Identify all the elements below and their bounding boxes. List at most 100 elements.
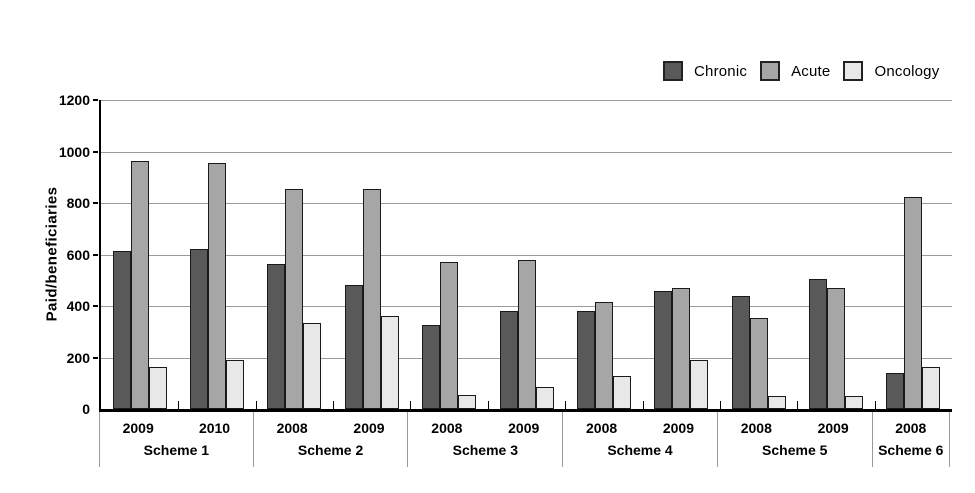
y-tick-mark-400 xyxy=(93,305,98,307)
scheme-cell-4: 2008 2009 Scheme 4 xyxy=(563,412,718,467)
legend-label-chronic: Chronic xyxy=(694,62,748,80)
bar-chronic-scheme1-2010 xyxy=(190,249,209,409)
scheme-cell-3: 2008 2009 Scheme 3 xyxy=(408,412,564,467)
bar-oncology-scheme4-2009 xyxy=(690,360,709,409)
bar-chronic-scheme6-2008 xyxy=(886,372,905,409)
bar-oncology-scheme6-2008 xyxy=(922,366,941,409)
legend-item-chronic: Chronic xyxy=(663,61,747,81)
scheme-cell-1: 2009 2010 Scheme 1 xyxy=(99,412,254,467)
y-tick-label-600: 600 xyxy=(66,246,90,263)
y-tick-label-400: 400 xyxy=(66,298,90,314)
y-tick-mark-600 xyxy=(93,253,98,256)
legend-item-oncology: Oncology xyxy=(843,61,939,81)
legend-label-oncology: Oncology xyxy=(874,62,940,80)
legend-swatch-chronic xyxy=(663,61,683,81)
year-label-2009: 2009 xyxy=(662,420,695,436)
year-label-2008: 2008 xyxy=(740,420,772,436)
bar-acute-scheme5-2009 xyxy=(826,287,845,409)
year-label-2008: 2008 xyxy=(431,420,463,436)
year-label-2009: 2009 xyxy=(353,420,385,436)
bar-acute-scheme3-2009 xyxy=(517,259,536,409)
legend-label-acute: Acute xyxy=(791,62,831,80)
bar-chronic-scheme5-2009 xyxy=(808,278,827,409)
year-label-2009: 2009 xyxy=(508,420,540,436)
year-label-2008: 2008 xyxy=(276,420,308,436)
legend-swatch-acute xyxy=(760,61,781,81)
year-row: 2008 2009 xyxy=(408,420,562,436)
scheme-name-label: Scheme 6 xyxy=(878,442,944,458)
year-row: 2008 2009 xyxy=(254,420,408,436)
y-tick-label-1000: 1000 xyxy=(58,143,90,160)
bar-chronic-scheme2-2008 xyxy=(267,263,286,409)
gridline-800 xyxy=(101,203,952,204)
scheme-name-label: Scheme 5 xyxy=(762,442,828,458)
x-cell-tick xyxy=(333,401,335,409)
y-tick-label-0: 0 xyxy=(82,401,90,417)
bar-chronic-scheme5-2008 xyxy=(731,295,750,409)
year-label-2008: 2008 xyxy=(895,420,927,436)
x-cell-tick xyxy=(719,401,721,409)
y-tick-label-800: 800 xyxy=(66,195,90,211)
bar-acute-scheme2-2009 xyxy=(362,188,381,409)
bar-chronic-scheme4-2008 xyxy=(576,311,595,409)
gridline-1000 xyxy=(101,151,952,153)
legend-item-acute: Acute xyxy=(760,61,830,81)
bar-chronic-scheme3-2009 xyxy=(499,311,518,409)
bar-chronic-scheme4-2009 xyxy=(654,290,673,409)
x-cell-tick xyxy=(255,401,257,409)
scheme-cell-6: 2008 Scheme 6 xyxy=(873,412,950,467)
gridline-600 xyxy=(101,254,952,256)
plot-area xyxy=(99,100,952,412)
bar-chronic-scheme1-2009 xyxy=(112,250,131,409)
legend: Chronic Acute Oncology xyxy=(663,61,939,81)
y-tick-mark-800 xyxy=(93,202,98,204)
x-cell-tick xyxy=(178,401,180,409)
bar-oncology-scheme5-2009 xyxy=(844,396,863,409)
year-row: 2009 2010 xyxy=(100,420,253,436)
x-cell-tick xyxy=(797,401,799,409)
y-tick-label-1200: 1200 xyxy=(58,92,90,108)
y-tick-mark-200 xyxy=(93,356,98,359)
bar-oncology-scheme2-2009 xyxy=(380,316,399,409)
year-label-2008: 2008 xyxy=(586,420,618,436)
year-label-2009: 2009 xyxy=(122,420,154,436)
scheme-name-label: Scheme 1 xyxy=(143,442,210,458)
bar-oncology-scheme1-2010 xyxy=(226,360,245,409)
bar-acute-scheme1-2010 xyxy=(208,163,227,409)
bar-oncology-scheme5-2008 xyxy=(767,396,786,409)
x-axis-category-labels: 2009 2010 Scheme 1 2008 2009 Scheme 2 2008 2009… xyxy=(99,412,950,467)
year-row: 2008 2009 xyxy=(563,420,717,436)
y-tick-label-200: 200 xyxy=(66,349,90,366)
bar-acute-scheme5-2008 xyxy=(749,317,768,409)
bar-oncology-scheme2-2008 xyxy=(303,322,322,409)
bar-acute-scheme2-2008 xyxy=(285,188,304,409)
y-tick-mark-1000 xyxy=(93,150,98,153)
scheme-cell-5: 2008 2009 Scheme 5 xyxy=(718,412,873,467)
scheme-cell-2: 2008 2009 Scheme 2 xyxy=(254,412,409,467)
year-label-2009: 2009 xyxy=(817,420,849,436)
scheme-name-label: Scheme 2 xyxy=(297,442,364,458)
bar-acute-scheme4-2009 xyxy=(672,287,691,409)
y-tick-mark-1200 xyxy=(93,99,98,101)
bar-chronic-scheme3-2008 xyxy=(422,325,441,409)
x-cell-tick xyxy=(487,401,489,409)
bar-oncology-scheme3-2009 xyxy=(535,387,554,409)
bar-chronic-scheme2-2009 xyxy=(344,285,363,409)
bar-acute-scheme3-2008 xyxy=(440,262,459,409)
x-cell-tick xyxy=(642,401,644,409)
scheme-name-label: Scheme 3 xyxy=(452,442,518,458)
x-cell-tick xyxy=(565,401,567,409)
legend-swatch-oncology xyxy=(843,61,864,81)
x-cell-tick xyxy=(874,401,876,409)
scheme-name-label: Scheme 4 xyxy=(607,442,673,458)
bar-acute-scheme6-2008 xyxy=(904,196,923,409)
year-label-2010: 2010 xyxy=(198,420,231,436)
bar-oncology-scheme1-2009 xyxy=(148,366,167,409)
bar-acute-scheme4-2008 xyxy=(594,302,613,409)
x-cell-tick xyxy=(410,401,412,409)
gridline-1200 xyxy=(101,100,952,101)
bar-acute-scheme1-2009 xyxy=(130,160,149,409)
year-row: 2008 xyxy=(873,420,949,436)
year-row: 2008 2009 xyxy=(718,420,872,436)
